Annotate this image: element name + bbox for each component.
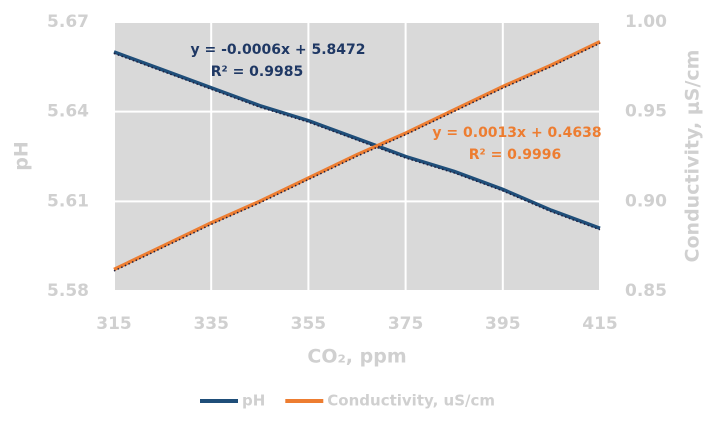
annotation: R² = 0.9996 [469,147,561,163]
x-tick-label: 375 [388,314,424,334]
legend-label: pH [242,392,265,410]
legend-label: Conductivity, uS/cm [327,392,495,410]
y2-tick-label: 0.85 [625,281,667,301]
y-tick-label: 5.61 [47,191,89,211]
y-tick-label: 5.67 [47,12,89,32]
y2-tick-label: 1.00 [625,12,667,32]
y-tick-label: 5.58 [47,281,89,301]
x-tick-label: 315 [96,314,132,334]
y2-tick-label: 0.95 [625,102,667,122]
y2-axis-title: Conductivity, μS/cm [682,50,704,263]
y-axis-title: pH [11,141,33,171]
annotation: y = -0.0006x + 5.8472 [191,42,366,58]
x-tick-label: 355 [291,314,327,334]
trend-line [113,42,601,272]
annotation: R² = 0.9985 [211,64,303,80]
x-tick-label: 415 [582,314,618,334]
y-tick-label: 5.64 [47,102,89,122]
series-line [113,40,601,272]
annotation: y = 0.0013x + 0.4638 [432,125,601,141]
y2-tick-label: 0.90 [625,191,667,211]
x-tick-label: 335 [193,314,229,334]
x-tick-label: 395 [485,314,521,334]
series-line [113,50,601,230]
x-axis-title: CO₂, ppm [307,346,406,368]
